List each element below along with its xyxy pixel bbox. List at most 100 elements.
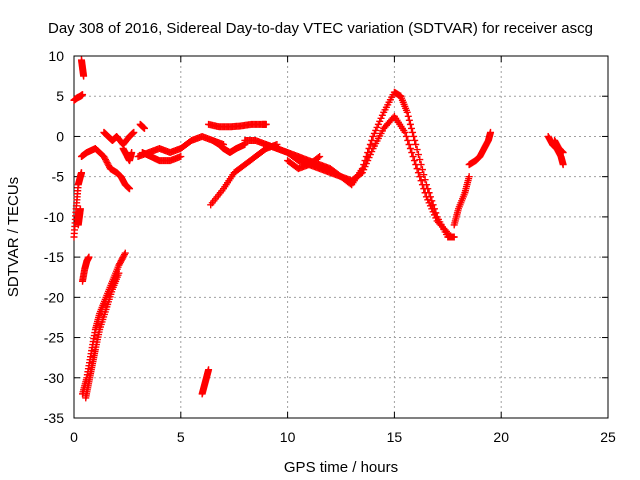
chart-title: Day 308 of 2016, Sidereal Day-to-day VTE… <box>48 20 593 37</box>
data-point <box>417 177 425 185</box>
data-point <box>559 149 567 157</box>
y-tick-label: 5 <box>56 88 64 104</box>
data-point <box>409 128 417 136</box>
y-tick-label: -20 <box>44 289 64 305</box>
data-point <box>408 149 416 157</box>
data-point <box>405 140 413 148</box>
x-axis-label: GPS time / hours <box>284 459 398 476</box>
data-point <box>314 154 322 162</box>
series-v <box>450 173 473 229</box>
series-y <box>551 136 567 157</box>
data-point <box>430 205 438 213</box>
data-point <box>411 136 419 144</box>
data-point <box>404 112 412 120</box>
y-tick-label: -5 <box>52 169 65 185</box>
y-tick-label: -35 <box>44 410 64 426</box>
data-point <box>80 72 88 80</box>
x-tick-label: 0 <box>70 429 78 445</box>
series-g <box>119 145 136 165</box>
data-point <box>316 153 324 161</box>
data-point <box>429 201 437 209</box>
y-tick-label: 0 <box>56 128 64 144</box>
series-n <box>198 366 213 398</box>
data-point <box>559 161 567 169</box>
data-point <box>407 124 415 132</box>
data-point <box>76 205 84 213</box>
y-tick-label: -25 <box>44 330 64 346</box>
data-point <box>128 149 136 157</box>
data-point <box>421 176 429 184</box>
series-e <box>77 145 134 193</box>
series-b <box>70 91 87 104</box>
data-point <box>432 209 440 217</box>
data-point <box>410 157 418 165</box>
data-point <box>79 91 87 99</box>
y-tick-label: -30 <box>44 370 64 386</box>
data-point <box>465 173 473 181</box>
series-l <box>138 149 185 165</box>
series-j <box>82 269 123 402</box>
data-point <box>414 151 422 159</box>
data-point <box>406 120 414 128</box>
data-point <box>121 249 129 257</box>
data-point <box>487 128 495 136</box>
data-point <box>413 146 421 154</box>
data-point <box>115 269 123 277</box>
data-point <box>425 189 433 197</box>
x-tick-label: 25 <box>600 429 616 445</box>
series-h <box>79 253 93 285</box>
y-tick-label: 10 <box>48 48 64 64</box>
series-a <box>70 169 85 241</box>
data-point <box>126 185 134 193</box>
series-o <box>205 120 270 131</box>
data-point <box>405 116 413 124</box>
data-point <box>416 173 424 181</box>
data-point <box>416 156 424 164</box>
axis-ticks: 0 5 10 15 20 25 10 5 0 -5 -10 -15 -20 -25 -30 -35 <box>44 48 616 445</box>
data-point <box>177 153 185 161</box>
data-point <box>409 153 417 161</box>
data-point <box>410 132 418 140</box>
series-c <box>77 56 88 80</box>
data-point <box>403 108 411 116</box>
data-point <box>414 169 422 177</box>
y-axis-label: SDTVAR / TECUs <box>5 177 22 297</box>
data-point <box>426 193 434 201</box>
data-point <box>85 253 93 261</box>
data-point <box>412 140 420 148</box>
series-m <box>136 120 148 132</box>
y-tick-label: -10 <box>44 209 64 225</box>
x-tick-label: 15 <box>387 429 403 445</box>
data-point <box>413 165 421 173</box>
data-point <box>120 251 128 259</box>
data-point <box>428 197 436 205</box>
x-tick-label: 5 <box>177 429 185 445</box>
y-tick-label: -15 <box>44 249 64 265</box>
x-tick-label: 10 <box>280 429 296 445</box>
plot-frame <box>73 55 609 419</box>
series-p <box>209 136 249 157</box>
data-point <box>424 185 432 193</box>
data-point <box>262 120 270 128</box>
grid-lines <box>74 56 608 418</box>
data-point <box>417 161 425 169</box>
data-point <box>366 140 374 148</box>
data-point <box>130 128 138 136</box>
series-u <box>397 92 458 241</box>
data-point <box>77 169 85 177</box>
data-point <box>404 136 412 144</box>
data-point <box>205 366 213 374</box>
data-point <box>401 128 409 136</box>
data-point <box>402 132 410 140</box>
data-points <box>70 56 567 402</box>
series-w <box>465 128 495 169</box>
series-q <box>207 140 281 209</box>
data-point <box>406 145 414 153</box>
data-point <box>422 181 430 189</box>
series-f <box>100 128 138 148</box>
series-t <box>284 153 324 173</box>
data-point <box>418 166 426 174</box>
data-point <box>140 124 148 132</box>
x-tick-label: 20 <box>493 429 509 445</box>
